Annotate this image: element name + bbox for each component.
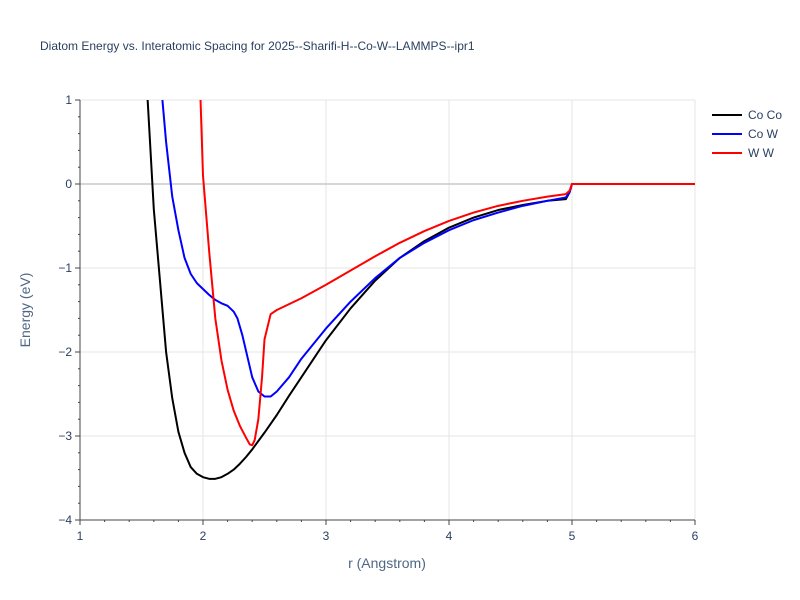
legend[interactable]: Co Co Co W W W: [712, 108, 782, 160]
y-tick-label: 0: [65, 177, 72, 191]
axes: [75, 99, 696, 525]
y-tick-labels: 1 0 −1 −2 −3 −4: [58, 93, 72, 527]
series-line-w-w: [199, 100, 695, 447]
y-tick-label: 1: [65, 93, 72, 107]
x-axis-label: r (Angstrom): [348, 555, 426, 571]
legend-label: Co W: [748, 127, 779, 141]
y-tick-label: −3: [58, 429, 72, 443]
legend-label: W W: [748, 146, 775, 160]
series-line-co-w: [161, 100, 695, 398]
y-tick-label: −1: [58, 261, 72, 275]
legend-item-w-w[interactable]: W W: [712, 146, 775, 160]
x-tick-label: 6: [692, 529, 699, 543]
legend-label: Co Co: [748, 108, 782, 122]
x-tick-label: 4: [446, 529, 453, 543]
legend-item-co-w[interactable]: Co W: [712, 127, 779, 141]
x-tick-label: 3: [323, 529, 330, 543]
x-tick-label: 2: [200, 529, 207, 543]
x-tick-label: 1: [77, 529, 84, 543]
y-axis-label: Energy (eV): [17, 273, 33, 348]
chart-title: Diatom Energy vs. Interatomic Spacing fo…: [40, 39, 475, 53]
y-tick-label: −2: [58, 345, 72, 359]
series-lines: [146, 100, 695, 480]
series-line-co-co: [146, 100, 695, 480]
x-tick-labels: 1 2 3 4 5 6: [77, 529, 699, 543]
y-tick-label: −4: [58, 513, 72, 527]
x-tick-label: 5: [569, 529, 576, 543]
legend-item-co-co[interactable]: Co Co: [712, 108, 782, 122]
plot-background: [80, 100, 695, 520]
